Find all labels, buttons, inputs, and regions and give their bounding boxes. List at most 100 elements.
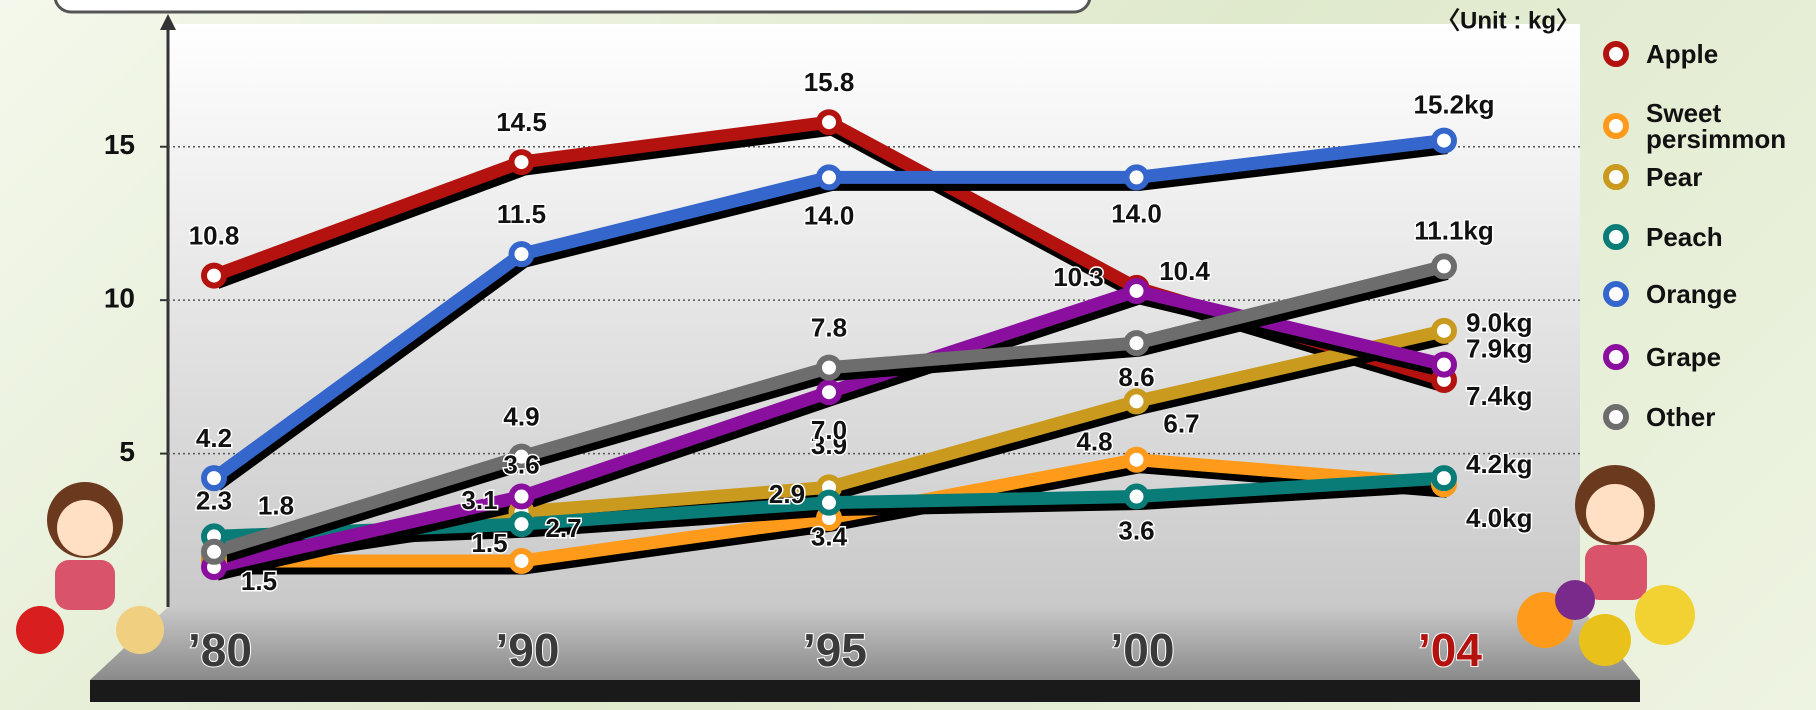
value-label: 11.5 xyxy=(497,199,546,229)
legend-label: Sweet persimmon xyxy=(1646,98,1787,154)
legend-item: Other xyxy=(1600,401,1815,433)
point-marker xyxy=(201,538,227,565)
legend-swatch xyxy=(1603,41,1629,67)
point-marker xyxy=(1431,465,1457,492)
x-tick-label: ’90 xyxy=(496,624,560,676)
value-label: 7.4kg xyxy=(1466,381,1533,411)
legend-marker xyxy=(1603,344,1629,370)
legend-swatch xyxy=(1603,404,1629,430)
value-label: 1.5 xyxy=(471,528,507,558)
x-tick-label: ’95 xyxy=(803,624,867,676)
value-label: 2.3 xyxy=(196,485,232,515)
value-label: 3.6 xyxy=(503,449,539,479)
legend-item: Peach xyxy=(1600,221,1815,253)
point-marker xyxy=(201,262,227,289)
point-marker xyxy=(1123,388,1150,415)
point-marker xyxy=(1123,446,1150,473)
legend-item: Apple xyxy=(1600,38,1815,70)
title-box xyxy=(53,0,1092,14)
value-label: 7.0 xyxy=(811,415,847,445)
girl-left xyxy=(16,482,164,654)
value-label: 10.3 xyxy=(1053,262,1104,292)
x-tick-label: ’00 xyxy=(1111,624,1175,676)
legend-label: Apple xyxy=(1646,39,1719,69)
point-marker xyxy=(816,109,842,136)
value-labels: 10.8 14.5 15.8 10.4 7.4kg 1.5 1.5 2.9 4.8 4.0kg 3.… xyxy=(187,66,1534,598)
value-label: 3.4 xyxy=(811,522,848,552)
point-marker xyxy=(816,354,842,381)
value-label: 10.4 xyxy=(1159,256,1210,286)
value-label: 3.6 xyxy=(1118,515,1154,545)
value-label: 10.8 xyxy=(189,220,240,250)
legend-swatch xyxy=(1603,224,1629,250)
value-label: 4.8 xyxy=(1076,427,1112,457)
point-marker xyxy=(816,379,842,406)
markers xyxy=(201,109,1457,581)
girl-right xyxy=(1517,465,1695,666)
value-label: 14.0 xyxy=(804,200,855,230)
value-label: 15.2kg xyxy=(1414,89,1495,119)
value-label: 3.1 xyxy=(461,485,497,515)
y-axis-arrow xyxy=(160,14,176,30)
legend-item: Pear xyxy=(1600,161,1815,193)
value-label: 9.0kg xyxy=(1466,308,1533,338)
point-marker xyxy=(1431,127,1457,154)
x-tick-label: ’04 xyxy=(1418,624,1482,676)
value-label: 6.7 xyxy=(1163,408,1199,438)
point-marker xyxy=(816,489,842,516)
legend-marker xyxy=(1603,41,1629,67)
point-marker xyxy=(1431,253,1457,280)
point-marker xyxy=(508,149,535,176)
floor xyxy=(90,607,1640,680)
legend-item: Orange xyxy=(1600,278,1815,310)
value-label: 1.8 xyxy=(258,491,294,521)
legend-marker xyxy=(1603,224,1629,250)
point-marker xyxy=(508,443,535,470)
legend-label: Pear xyxy=(1646,162,1703,192)
unit-label: 〈Unit : kg〉 xyxy=(1436,7,1580,34)
legend-marker xyxy=(1603,281,1629,307)
value-label: 4.9 xyxy=(503,402,539,432)
point-marker xyxy=(508,483,535,510)
legend-marker xyxy=(1603,113,1629,139)
legend-label: Orange xyxy=(1646,279,1738,309)
value-label: 2.7 xyxy=(545,513,581,543)
point-marker xyxy=(1431,317,1457,344)
legend-swatch xyxy=(1603,281,1629,307)
point-marker xyxy=(508,511,535,538)
floor-edge xyxy=(90,680,1640,702)
point-marker xyxy=(508,547,535,574)
value-label: 4.2 xyxy=(196,423,232,453)
legend-label: Grape xyxy=(1646,342,1722,372)
value-label: 1.5 xyxy=(241,566,277,596)
value-label: 14.5 xyxy=(496,107,547,137)
legend-marker xyxy=(1603,404,1629,430)
value-label: 4.0kg xyxy=(1466,503,1533,533)
legend-swatch xyxy=(1603,344,1629,370)
point-marker xyxy=(816,164,842,191)
value-label: 15.8 xyxy=(804,67,855,97)
point-marker xyxy=(1123,483,1150,510)
legend-swatch xyxy=(1603,113,1629,139)
value-label: 4.2kg xyxy=(1466,449,1533,479)
legend-label: Peach xyxy=(1646,222,1723,252)
point-marker xyxy=(1123,277,1150,304)
value-label: 8.6 xyxy=(1118,362,1154,392)
value-label: 3.9 xyxy=(811,430,847,460)
legend-marker xyxy=(1603,164,1629,190)
legend-label: Other xyxy=(1646,402,1716,432)
point-marker xyxy=(508,241,535,268)
point-marker xyxy=(201,465,227,492)
value-label: 7.8 xyxy=(811,313,847,343)
y-tick-label: 5 xyxy=(119,436,135,467)
point-marker xyxy=(1123,164,1150,191)
value-label: 11.1kg xyxy=(1414,215,1494,245)
legend-swatch xyxy=(1603,164,1629,190)
y-tick-label: 10 xyxy=(104,283,135,314)
legend-item: Sweet persimmon xyxy=(1600,100,1815,152)
point-marker xyxy=(1431,351,1457,378)
value-label: 7.9kg xyxy=(1466,333,1533,363)
legend-item: Grape xyxy=(1600,341,1815,373)
